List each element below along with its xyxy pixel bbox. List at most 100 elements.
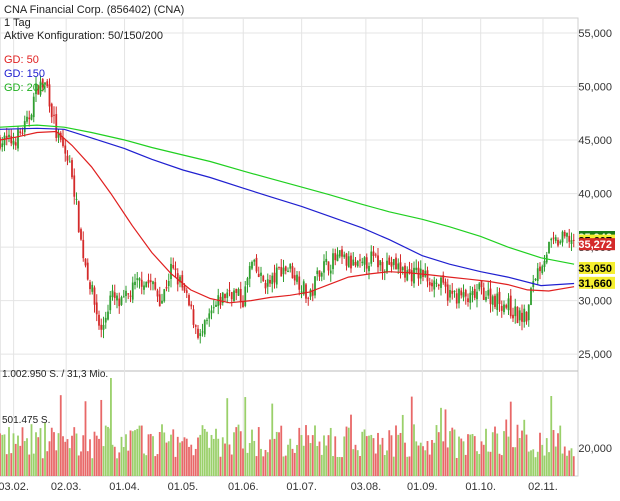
candle-body: [264, 282, 267, 289]
y-tick-label: 55,000: [578, 28, 612, 40]
candle-body: [311, 290, 314, 296]
volume-bar: [559, 425, 562, 476]
volume-bar: [44, 422, 46, 476]
x-tick-label: 01.10.: [465, 481, 496, 493]
volume-bar: [406, 456, 409, 476]
volume-bar: [98, 438, 100, 476]
volume-bar: [433, 442, 436, 476]
volume-bar: [541, 444, 544, 476]
volume-bar: [491, 432, 494, 476]
candle-body: [487, 290, 490, 296]
volume-bar: [194, 448, 197, 476]
volume-bar: [431, 439, 433, 476]
candle-body: [239, 288, 242, 303]
volume-bar: [413, 424, 415, 476]
volume-bar: [498, 453, 501, 476]
volume-bar: [179, 442, 181, 476]
candle-body: [422, 269, 424, 277]
candle-body: [426, 270, 429, 282]
volume-bar: [120, 436, 123, 476]
candle-body: [109, 295, 112, 311]
volume-bar: [390, 435, 393, 476]
volume-bar: [201, 425, 204, 476]
volume-bar: [192, 455, 195, 476]
last-value-text: 33,050: [578, 263, 612, 275]
candle-body: [455, 293, 458, 304]
candle-body: [408, 268, 411, 273]
candle-body: [307, 297, 310, 299]
candle-body: [201, 331, 204, 333]
candle-body: [431, 282, 433, 287]
candle-body: [476, 291, 478, 300]
volume-bar: [255, 456, 258, 476]
candle-body: [262, 275, 265, 282]
volume-bar: [275, 431, 278, 476]
volume-bar: [287, 444, 289, 476]
volume-bar: [93, 431, 96, 476]
candle-body: [131, 282, 134, 300]
candle-body: [80, 229, 82, 240]
volume-bar: [460, 438, 463, 476]
candle-body: [19, 131, 22, 133]
candle-body: [190, 304, 193, 307]
volume-bar: [505, 419, 508, 476]
volume-bar: [266, 452, 269, 476]
volume-bars: [0, 378, 575, 476]
volume-bar: [174, 456, 177, 476]
volume-bar: [233, 432, 235, 476]
candle-body: [248, 266, 251, 279]
candle-body: [95, 302, 98, 315]
volume-bar: [435, 425, 438, 476]
candle-body: [359, 259, 361, 261]
candle-body: [44, 82, 46, 85]
volume-bar: [338, 457, 341, 476]
candle-body: [194, 325, 197, 327]
candle-body: [183, 285, 186, 291]
volume-bar: [104, 425, 107, 476]
volume-bar: [527, 451, 530, 476]
candle-body: [111, 290, 114, 298]
volume-bar: [197, 437, 199, 476]
candle-body: [284, 266, 287, 271]
volume-bar: [557, 433, 559, 476]
candle-body: [494, 295, 496, 307]
volume-bar: [341, 457, 343, 476]
candle-body: [93, 287, 96, 305]
volume-bar: [84, 401, 87, 476]
candle-body: [323, 261, 325, 273]
chart-interval: 1 Tag: [4, 17, 31, 29]
candle-body: [21, 132, 24, 134]
legend-ma200: GD: 200: [4, 82, 45, 94]
candle-body: [145, 281, 148, 288]
volume-bar: [50, 427, 53, 476]
volume-bar: [271, 403, 274, 476]
volume-bar: [516, 424, 519, 476]
candle-body: [365, 257, 368, 269]
candle-body: [156, 290, 159, 297]
volume-max-label: 1.002.950 S. / 31,3 Mio.: [2, 369, 109, 380]
volume-bar: [19, 445, 22, 476]
last-value-box: [579, 261, 615, 274]
volume-bar: [8, 427, 10, 476]
candle-body: [478, 283, 481, 290]
volume-bar: [329, 427, 332, 476]
volume-bar: [327, 435, 330, 476]
volume-bar: [370, 434, 373, 476]
candle-body: [334, 253, 337, 261]
y-tick-label: 25,000: [578, 349, 612, 361]
volume-bar: [111, 444, 114, 476]
candle-body: [233, 290, 235, 302]
volume-bar: [167, 441, 170, 476]
volume-bar: [82, 435, 85, 476]
volume-bar: [309, 443, 312, 476]
candle-body: [460, 290, 463, 296]
candle-body: [356, 261, 359, 267]
candle-body: [275, 267, 278, 285]
volume-bar: [545, 438, 548, 476]
candle-body: [437, 284, 440, 286]
volume-bar: [536, 451, 539, 476]
active-config: Aktive Konfiguration: 50/150/200: [4, 30, 164, 42]
candle-body: [507, 298, 510, 311]
volume-bar: [365, 436, 368, 476]
x-tick-label: 01.06.: [228, 481, 259, 493]
